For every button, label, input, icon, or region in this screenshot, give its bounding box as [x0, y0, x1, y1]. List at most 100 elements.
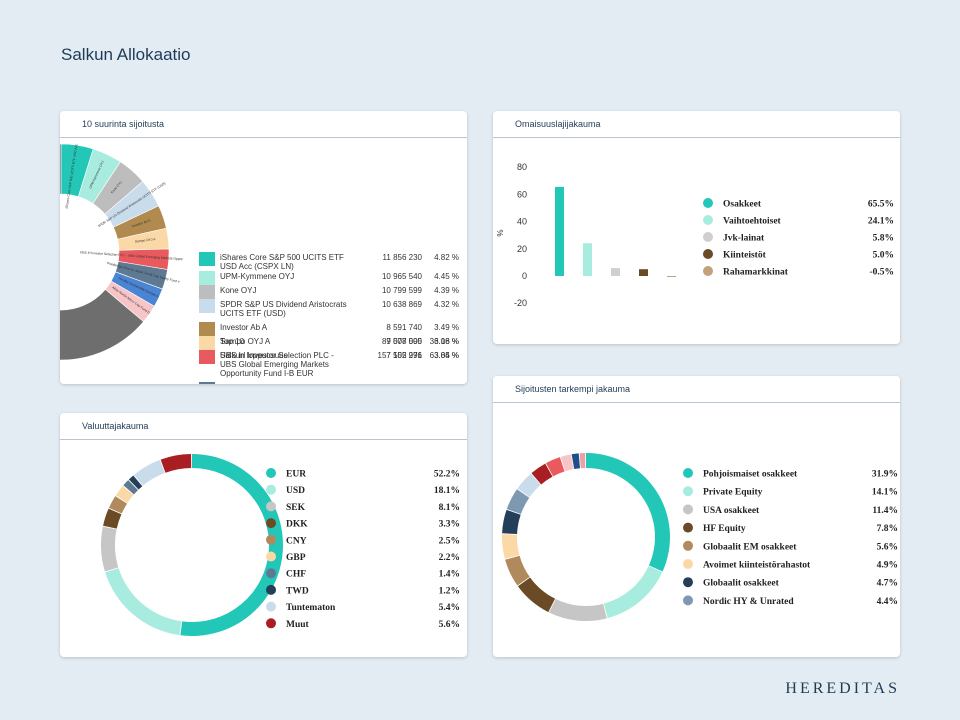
- top10-legend-swatch-3: [199, 299, 215, 313]
- asset-bar-3: [639, 269, 648, 276]
- top10-row-name-3-line-0: SPDR S&P US Dividend Aristocrats: [220, 300, 347, 309]
- detailed-legend-value-2: 11.4%: [872, 506, 898, 516]
- top10-slice-10: [60, 143, 144, 361]
- asset-ytick-3: 20: [517, 244, 527, 254]
- top10-row-pct-5: 3.08 %: [434, 337, 459, 346]
- asset-ytick-0: 80: [517, 162, 527, 172]
- currency-legend-marker-5: [266, 551, 276, 562]
- detailed-slice-1: [603, 565, 663, 619]
- detailed-slice-9: [531, 463, 553, 485]
- currency-card-divider: [60, 439, 467, 440]
- asset-legend-label-3: Kiinteistöt: [723, 251, 767, 261]
- brand-logo: HEREDITAS: [785, 680, 900, 697]
- detailed-legend-label-0: Pohjoismaiset osakkeet: [703, 470, 798, 480]
- currency-legend-value-3: 3.3%: [439, 520, 460, 530]
- currency-slice-4: [108, 496, 128, 514]
- detailed-legend-label-2: USA osakkeet: [703, 506, 760, 516]
- top10-row-name-7-line-0: PineBridge Asia ex Japan Small: [220, 383, 334, 384]
- top10-total-name-1: Salkun loppuosuus: [220, 351, 288, 360]
- top10-row-value-4: 8 591 740: [386, 323, 422, 332]
- detailed-slice-2: [549, 598, 607, 621]
- asset-class-card-title: Omaisuuslajijakauma: [515, 119, 601, 129]
- asset-legend-label-2: Jvk-lainat: [723, 234, 765, 244]
- currency-legend-value-1: 18.1%: [434, 486, 460, 496]
- currency-card: Valuuttajakauma EUR 52.2% USD 18.1% SEK 8.1% D…: [60, 413, 467, 657]
- detailed-chart: Pohjoismaiset osakkeet 31.9% Private Equit…: [502, 453, 898, 621]
- asset-bar-0: [555, 186, 564, 276]
- currency-legend-marker-2: [266, 501, 276, 512]
- top10-row-name-6-line-1: UBS Global Emerging Markets: [220, 360, 329, 369]
- top10-row-name-0-line-1: USD Acc (CSPX LN): [220, 262, 294, 271]
- currency-slice-3: [103, 508, 122, 529]
- detailed-legend-marker-0: [683, 468, 693, 478]
- detailed-legend-label-4: Globaalit EM osakkeet: [703, 542, 797, 552]
- top10-card: 10 suurinta sijoitusta iShares Core S&P …: [60, 111, 467, 384]
- detailed-legend-marker-1: [683, 486, 693, 497]
- top10-legend-swatch-5: [199, 336, 215, 350]
- top10-legend-swatch-6: [199, 350, 215, 364]
- currency-legend-value-6: 1.4%: [439, 570, 460, 580]
- asset-legend-marker-0: [703, 198, 713, 208]
- top10-row-name-5-line-0: Sampo OYJ A: [220, 337, 271, 346]
- top10-row-pct-2: 4.39 %: [434, 286, 459, 295]
- top10-legend-swatch-0: [199, 252, 215, 266]
- top10-chart: iShares Core S&P 500 UCITS ETF USD Acc (…: [60, 143, 459, 384]
- asset-bar-1: [583, 243, 592, 276]
- detailed-legend-label-6: Globaalit osakkeet: [703, 579, 780, 589]
- detailed-slice-8: [517, 473, 541, 498]
- top10-row-pct-7: 2.98 %: [434, 383, 459, 384]
- asset-bar-2: [611, 268, 620, 276]
- top10-legend-swatch-1: [199, 271, 215, 285]
- page-title: Salkun Allokaatio: [61, 45, 191, 64]
- detailed-legend-marker-7: [683, 595, 693, 606]
- currency-card-title: Valuuttajakauma: [82, 421, 149, 431]
- detailed-legend-value-5: 4.9%: [877, 561, 898, 571]
- currency-slice-0: [180, 454, 283, 636]
- currency-legend-label-3: DKK: [286, 520, 308, 530]
- top10-row-value-1: 10 965 540: [382, 272, 423, 281]
- currency-legend-label-9: Muut: [286, 620, 310, 630]
- currency-slice-6: [123, 480, 139, 495]
- top10-row-name-6-line-2: Opportunity Fund I-B EUR: [220, 369, 314, 378]
- top10-total-value-1: 157 152 271: [378, 351, 423, 360]
- top10-total-pct-0: 36.16 %: [430, 337, 459, 346]
- top10-legend-swatch-2: [199, 285, 215, 299]
- asset-legend-value-3: 5.0%: [873, 251, 894, 261]
- detailed-legend-marker-4: [683, 540, 693, 551]
- detailed-slice-5: [502, 534, 520, 559]
- top10-row-value-6: 7 505 996: [386, 351, 422, 360]
- detailed-legend-value-1: 14.1%: [872, 488, 898, 498]
- top10-row-pct-0: 4.82 %: [434, 253, 459, 262]
- detailed-card-divider: [493, 402, 900, 403]
- detailed-legend-marker-2: [683, 504, 693, 515]
- currency-slice-1: [105, 568, 182, 636]
- asset-class-card-divider: [493, 137, 900, 138]
- detailed-slice-10: [545, 457, 565, 477]
- currency-legend-value-7: 1.2%: [439, 586, 460, 596]
- currency-legend-marker-4: [266, 534, 276, 545]
- top10-legend-swatch-4: [199, 322, 215, 336]
- detailed-legend-value-3: 7.8%: [877, 524, 898, 534]
- detailed-legend-label-3: HF Equity: [703, 524, 746, 534]
- asset-legend-label-1: Vaihtoehtoiset: [723, 217, 782, 227]
- currency-slice-2: [101, 526, 119, 572]
- asset-legend-marker-2: [703, 232, 713, 242]
- currency-legend-value-4: 2.5%: [439, 536, 460, 546]
- top10-row-value-7: 7 334 546: [386, 383, 422, 384]
- detailed-slice-11: [560, 454, 574, 472]
- top10-row-value-0: 11 856 230: [383, 253, 423, 262]
- top10-row-pct-3: 4.32 %: [434, 300, 459, 309]
- top10-row-value-5: 7 578 590: [386, 337, 422, 346]
- detailed-card: Sijoitusten tarkempi jakauma Pohjoismais…: [493, 376, 900, 657]
- currency-legend-value-0: 52.2%: [434, 470, 460, 480]
- currency-legend-value-9: 5.6%: [439, 620, 460, 630]
- currency-legend-label-4: CNY: [286, 536, 307, 546]
- asset-ytick-1: 60: [517, 189, 527, 199]
- top10-row-pct-1: 4.45 %: [434, 272, 459, 281]
- detailed-slice-13: [579, 453, 586, 469]
- currency-legend-label-5: GBP: [286, 553, 306, 563]
- currency-legend-label-6: CHF: [286, 570, 306, 580]
- currency-legend-value-5: 2.2%: [439, 553, 460, 563]
- detailed-slice-12: [571, 453, 581, 470]
- detailed-card-title: Sijoitusten tarkempi jakauma: [515, 384, 631, 394]
